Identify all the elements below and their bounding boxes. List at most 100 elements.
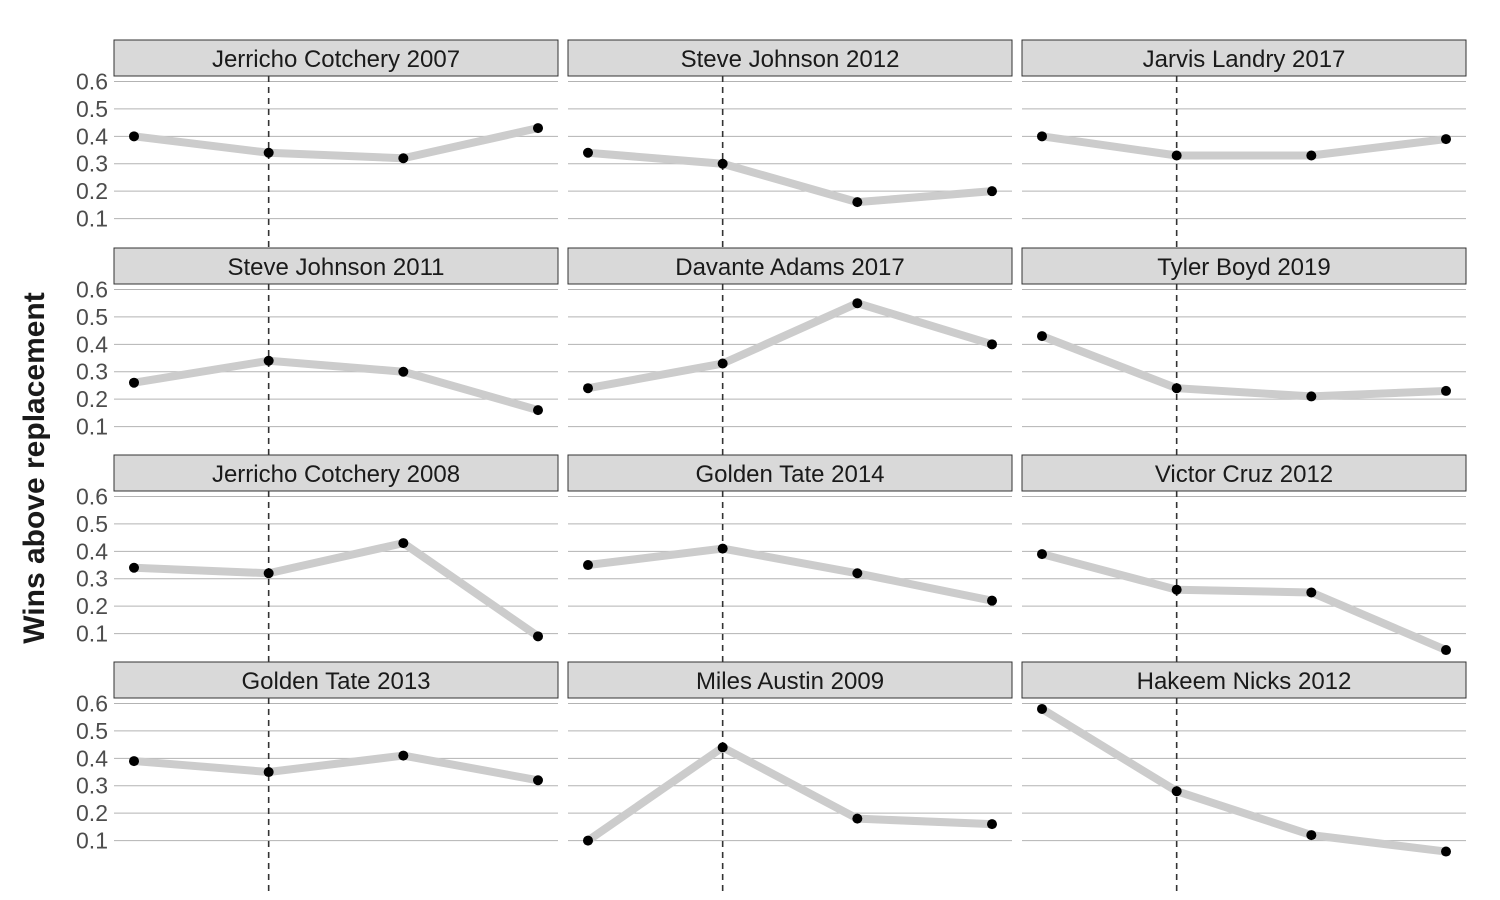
- data-point: [717, 543, 728, 554]
- data-point: [1037, 131, 1047, 142]
- panel: Jerricho Cotchery 2008 0.10.20.30.40.50.6: [76, 454, 559, 689]
- panels: Jerricho Cotchery 20070.10.20.30.40.50.6…: [76, 39, 1467, 896]
- panel: Davante Adams 2017: [567, 247, 1013, 482]
- panel-title: Jerricho Cotchery 2007: [212, 46, 460, 73]
- y-tick-label: 0.1: [76, 621, 108, 647]
- data-point: [1441, 645, 1451, 656]
- y-tick-label: 0.6: [76, 68, 108, 94]
- panel: Hakeem Nicks 2012: [1021, 661, 1467, 896]
- data-point: [1037, 331, 1047, 342]
- panel: Golden Tate 2013 0.10.20.30.40.50.6: [76, 661, 559, 896]
- panel: Miles Austin 2009: [567, 661, 1013, 896]
- y-tick-label: 0.2: [76, 800, 108, 826]
- y-tick-label: 0.4: [76, 123, 108, 149]
- y-tick-label: 0.2: [76, 386, 108, 412]
- panel-title: Tyler Boyd 2019: [1157, 254, 1330, 281]
- panel-title: Jerricho Cotchery 2008: [212, 461, 460, 488]
- data-point: [263, 355, 274, 366]
- data-point: [1306, 830, 1317, 841]
- data-point: [717, 742, 728, 753]
- panel-title: Hakeem Nicks 2012: [1137, 668, 1352, 695]
- panel-title: Davante Adams 2017: [675, 254, 905, 281]
- data-point: [1171, 383, 1182, 394]
- panel-title: Jarvis Landry 2017: [1143, 46, 1346, 73]
- data-point: [533, 631, 543, 642]
- panel-strip: [113, 247, 559, 285]
- panel-title: Golden Tate 2013: [241, 668, 430, 695]
- panel-strip: [1021, 247, 1467, 285]
- data-point: [1441, 846, 1451, 857]
- data-point: [129, 377, 139, 388]
- panel-strip: [113, 39, 559, 77]
- data-point: [987, 339, 997, 350]
- data-point: [1441, 134, 1451, 145]
- data-point: [263, 568, 274, 579]
- data-point: [583, 383, 593, 394]
- y-tick-label: 0.2: [76, 593, 108, 619]
- panel: Victor Cruz 2012: [1021, 454, 1467, 689]
- panel: Steve Johnson 2011 0.10.20.30.40.50.6: [76, 247, 559, 482]
- data-point: [717, 158, 728, 169]
- panel: Steve Johnson 2012: [567, 39, 1013, 274]
- y-tick-label: 0.4: [76, 745, 108, 771]
- series-line: [1040, 550, 1448, 654]
- data-point: [129, 756, 139, 767]
- data-point: [398, 538, 409, 549]
- series-line: [1039, 705, 1447, 856]
- data-point: [1306, 587, 1317, 598]
- data-point: [1171, 584, 1182, 595]
- data-point: [852, 813, 863, 824]
- data-point: [1037, 549, 1047, 560]
- y-axis-title: Wins above replacement: [18, 292, 51, 644]
- y-tick-label: 0.4: [76, 538, 108, 564]
- y-tick-label: 0.5: [76, 718, 108, 744]
- series-line: [133, 124, 539, 163]
- data-point: [1171, 150, 1182, 161]
- y-tick-label: 0.2: [76, 178, 108, 204]
- series-line: [133, 751, 539, 785]
- series-line: [585, 743, 993, 844]
- data-point: [583, 560, 593, 571]
- panel-strip: [567, 39, 1013, 77]
- data-point: [1306, 150, 1317, 161]
- panel-strip: [1021, 39, 1467, 77]
- series-line: [587, 544, 993, 605]
- panel-strip: [567, 247, 1013, 285]
- panel-strip: [113, 661, 559, 699]
- data-point: [398, 153, 409, 164]
- panel-strip: [567, 454, 1013, 492]
- y-tick-label: 0.5: [76, 511, 108, 537]
- data-point: [852, 197, 863, 208]
- y-tick-label: 0.5: [76, 304, 108, 330]
- data-point: [583, 835, 593, 846]
- data-point: [987, 595, 997, 606]
- data-point: [263, 147, 274, 158]
- panel-title: Golden Tate 2014: [695, 461, 884, 488]
- series-line: [1041, 132, 1447, 160]
- y-tick-label: 0.1: [76, 828, 108, 854]
- data-point: [533, 123, 543, 134]
- y-tick-label: 0.3: [76, 566, 108, 592]
- data-point: [398, 366, 409, 377]
- y-tick-label: 0.6: [76, 276, 108, 302]
- data-point: [263, 767, 274, 778]
- panel-title: Steve Johnson 2012: [681, 46, 900, 73]
- data-point: [533, 405, 543, 416]
- series-line: [1040, 332, 1447, 401]
- series-line: [133, 539, 541, 640]
- data-point: [583, 147, 593, 158]
- data-point: [129, 131, 139, 142]
- panel-strip: [113, 454, 559, 492]
- data-point: [1306, 391, 1317, 402]
- data-point: [987, 186, 997, 197]
- panel-title: Miles Austin 2009: [696, 668, 884, 695]
- y-tick-label: 0.6: [76, 483, 108, 509]
- y-tick-label: 0.3: [76, 151, 108, 177]
- series-line: [587, 299, 994, 393]
- y-tick-label: 0.1: [76, 206, 108, 232]
- panel: Golden Tate 2014: [567, 454, 1013, 689]
- panel-title: Victor Cruz 2012: [1155, 461, 1333, 488]
- panel-strip: [1021, 454, 1467, 492]
- panel-strip: [1021, 661, 1467, 699]
